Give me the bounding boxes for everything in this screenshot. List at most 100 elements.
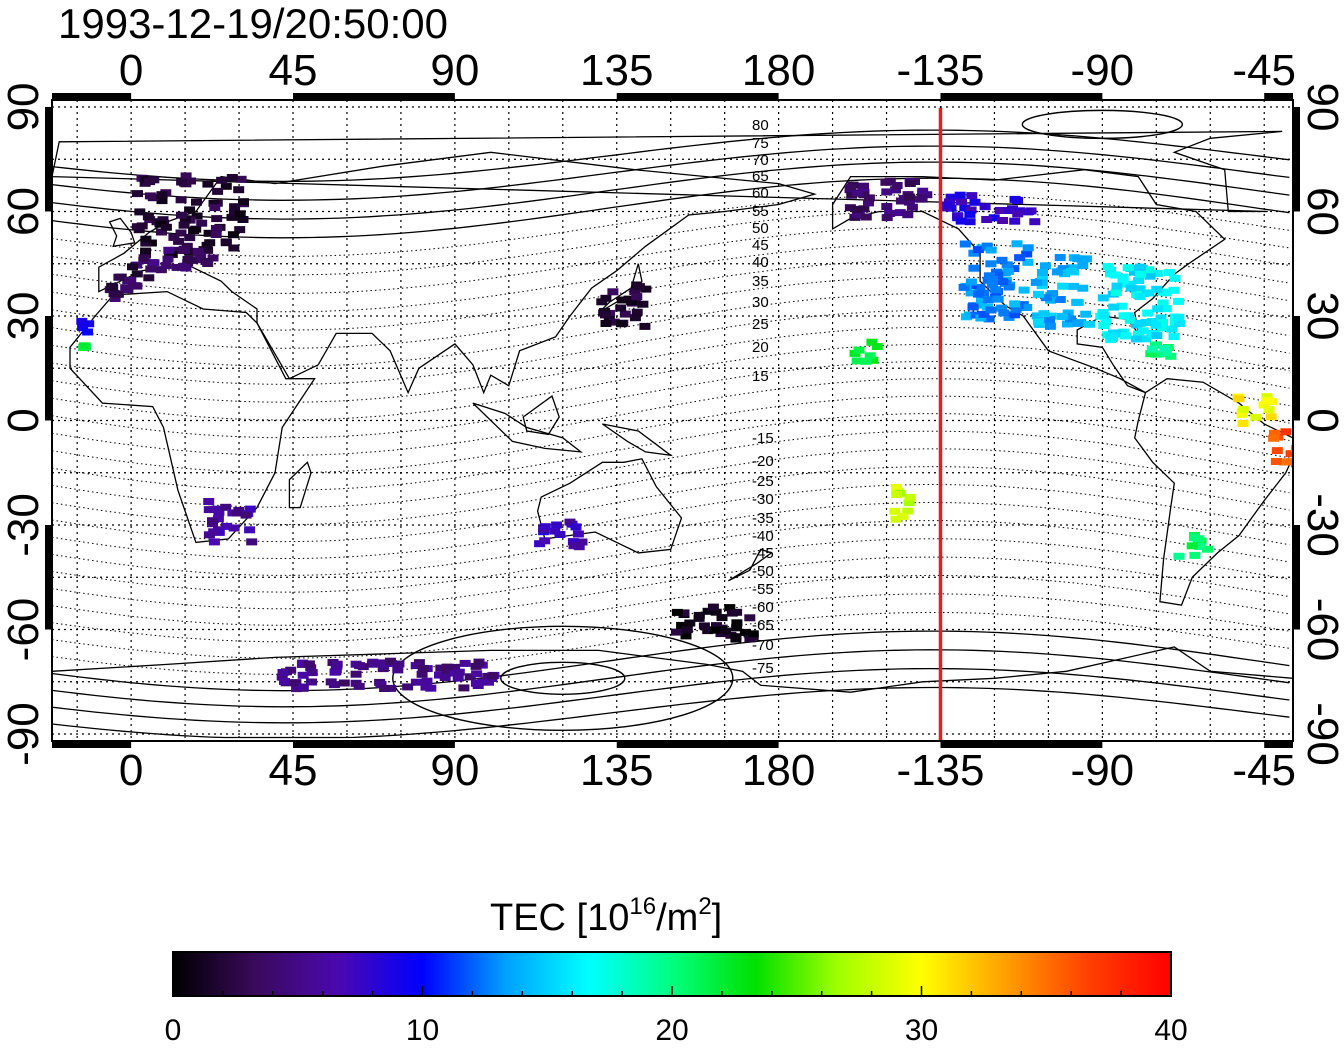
tec-sample	[226, 174, 238, 181]
tec-sample	[156, 197, 168, 205]
tec-sample	[551, 521, 563, 529]
magnetic-contour	[52, 483, 1290, 559]
tec-sample	[974, 283, 986, 291]
tec-sample	[1029, 218, 1041, 226]
tec-sample	[616, 296, 628, 304]
coastline-new-zealand	[727, 548, 773, 582]
tec-sample	[982, 296, 994, 304]
tec-sample	[860, 213, 872, 221]
tec-sample	[1134, 293, 1146, 301]
tec-sample	[211, 215, 223, 223]
tec-sample	[693, 614, 705, 622]
tec-sample	[845, 183, 857, 191]
magnetic-latitude-label: 40	[752, 254, 769, 271]
tec-sample	[1054, 254, 1066, 261]
tec-sample	[229, 203, 241, 211]
tec-sample	[435, 664, 447, 672]
colorbar-tick-label: 20	[655, 1014, 688, 1047]
tec-sample	[881, 188, 893, 196]
tec-sample	[1040, 294, 1052, 302]
tec-sample	[477, 678, 489, 686]
tec-sample	[1109, 271, 1121, 279]
tec-sample	[331, 660, 343, 668]
tec-sample	[863, 194, 875, 202]
tec-sample	[1155, 314, 1167, 322]
coastline-madagascar	[288, 461, 312, 509]
tec-sample	[964, 218, 976, 226]
tec-sample	[964, 210, 976, 218]
tec-sample	[204, 239, 216, 247]
tec-sample	[470, 679, 482, 687]
tec-sample	[1118, 312, 1130, 320]
tec-sample	[471, 670, 483, 678]
frame-bar-left	[45, 106, 52, 212]
tec-sample	[1159, 345, 1171, 352]
south-magnetic-pole-ring	[500, 661, 626, 695]
tec-sample	[631, 293, 643, 301]
tec-sample	[894, 209, 906, 217]
magnetic-contour	[52, 242, 1290, 313]
tec-sample	[1173, 313, 1185, 321]
tec-sample	[1084, 320, 1095, 328]
tec-sample	[858, 205, 870, 213]
tec-sample	[1065, 315, 1076, 323]
tec-sample	[990, 286, 1002, 294]
tec-sample	[221, 522, 232, 530]
tec-sample	[969, 198, 981, 206]
frame-bar-top	[52, 93, 132, 100]
tec-sample	[1134, 270, 1146, 278]
tec-sample	[354, 662, 366, 670]
tec-sample	[639, 322, 651, 330]
tec-sample	[637, 300, 649, 308]
tec-sample	[684, 619, 696, 627]
tec-sample	[860, 357, 872, 365]
tec-sample	[76, 317, 88, 325]
tec-sample	[987, 276, 998, 284]
tec-sample	[564, 518, 576, 526]
tec-sample	[486, 672, 498, 680]
tec-sample	[338, 679, 350, 687]
tec-sample	[1080, 310, 1092, 318]
tec-sample	[844, 204, 856, 212]
tec-sample	[1021, 250, 1033, 258]
magnetic-contour	[52, 210, 1290, 276]
bottom-longitude-tick: 135	[580, 746, 653, 795]
tec-sample	[890, 186, 901, 194]
tec-sample	[1014, 254, 1026, 262]
tec-sample	[179, 216, 191, 224]
tec-sample	[178, 247, 190, 254]
tec-sample	[303, 660, 315, 668]
tec-sample	[393, 660, 405, 668]
tec-sample	[897, 512, 909, 520]
colorbar-tick-label: 0	[165, 1014, 182, 1047]
tec-sample	[175, 196, 187, 204]
tec-sample	[449, 663, 461, 671]
tec-sample	[631, 308, 643, 316]
tec-sample	[992, 295, 1004, 303]
magnetic-contour	[52, 466, 1290, 543]
right-latitude-tick: -90	[1298, 702, 1344, 766]
tec-sample	[212, 515, 224, 523]
magnetic-latitude-label: -45	[752, 545, 774, 562]
tec-sample	[402, 683, 414, 691]
tec-sample	[244, 526, 256, 534]
tec-sample	[1031, 312, 1043, 320]
tec-sample	[1144, 272, 1156, 280]
tec-sample	[986, 281, 998, 289]
top-longitude-tick: 180	[742, 46, 815, 95]
tec-sample	[629, 314, 641, 322]
left-latitude-tick: 60	[0, 187, 48, 236]
frame-bar-left	[45, 525, 52, 630]
right-latitude-tick: 30	[1298, 292, 1344, 341]
coastline-south-america	[1134, 378, 1293, 606]
magnetic-contour	[52, 145, 1290, 201]
tec-sample	[698, 622, 710, 630]
magnetic-contour	[52, 413, 1290, 491]
tec-sample	[1145, 350, 1157, 358]
tec-sample	[903, 499, 915, 507]
tec-sample	[145, 239, 157, 247]
tec-sample	[184, 206, 196, 214]
tec-sample	[1137, 327, 1149, 335]
tec-sample	[132, 190, 143, 198]
top-longitude-tick: 45	[269, 46, 318, 95]
